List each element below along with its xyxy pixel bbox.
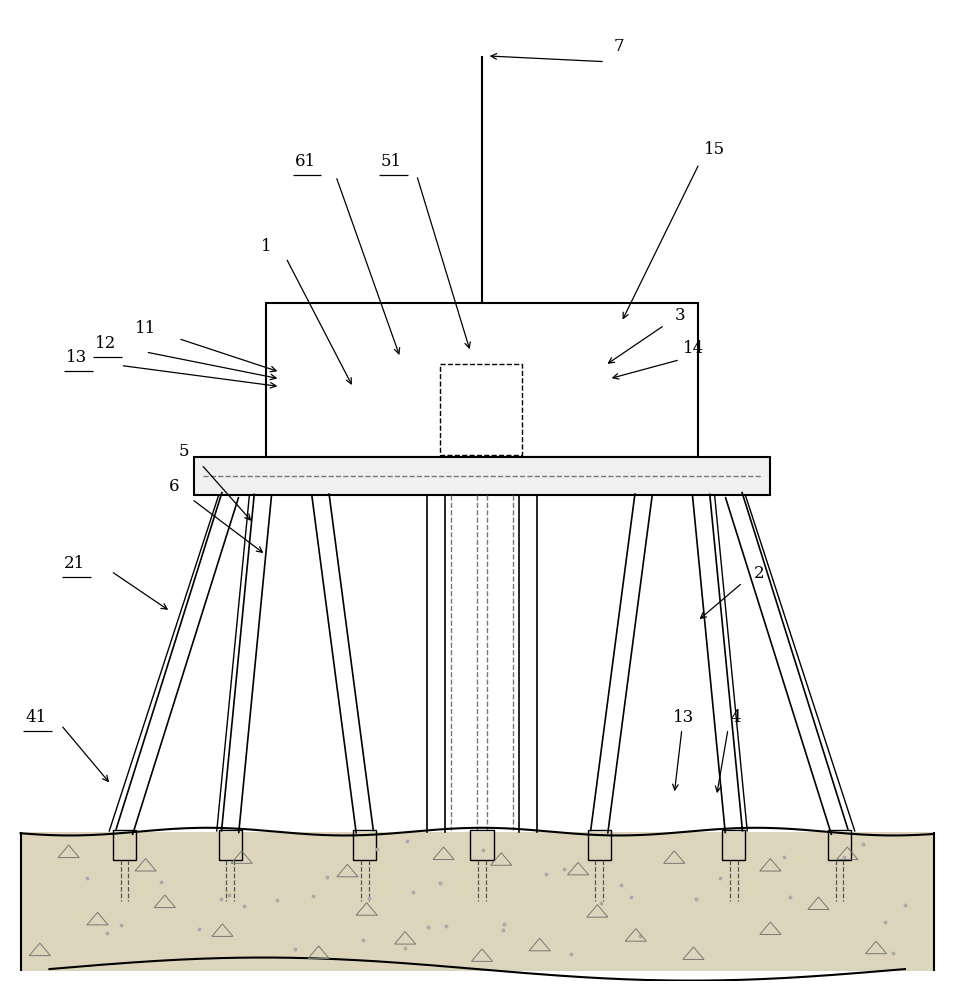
Text: 41: 41 [25, 709, 46, 726]
Text: 12: 12 [94, 335, 116, 352]
Bar [194, 457, 770, 495]
Text: 1: 1 [261, 238, 272, 255]
Bar [588, 830, 611, 860]
Text: 21: 21 [64, 555, 85, 572]
Text: 51: 51 [381, 153, 402, 170]
Text: 13: 13 [66, 349, 87, 366]
Text: 13: 13 [673, 709, 694, 726]
Bar [470, 830, 494, 860]
Bar [828, 830, 851, 860]
Bar [113, 830, 136, 860]
Text: 7: 7 [613, 38, 624, 55]
Text: 3: 3 [675, 307, 685, 324]
Text: 6: 6 [169, 478, 179, 495]
Text: 2: 2 [754, 565, 764, 582]
Text: 15: 15 [704, 141, 725, 158]
Polygon shape [20, 832, 934, 971]
Bar [266, 303, 698, 457]
Bar [722, 830, 745, 860]
Text: 4: 4 [731, 709, 741, 726]
Text: 5: 5 [178, 443, 189, 460]
Text: 14: 14 [683, 340, 704, 357]
Text: 61: 61 [295, 153, 315, 170]
Bar [219, 830, 242, 860]
Bar [353, 830, 376, 860]
Text: 11: 11 [135, 320, 156, 337]
Bar [440, 364, 522, 455]
